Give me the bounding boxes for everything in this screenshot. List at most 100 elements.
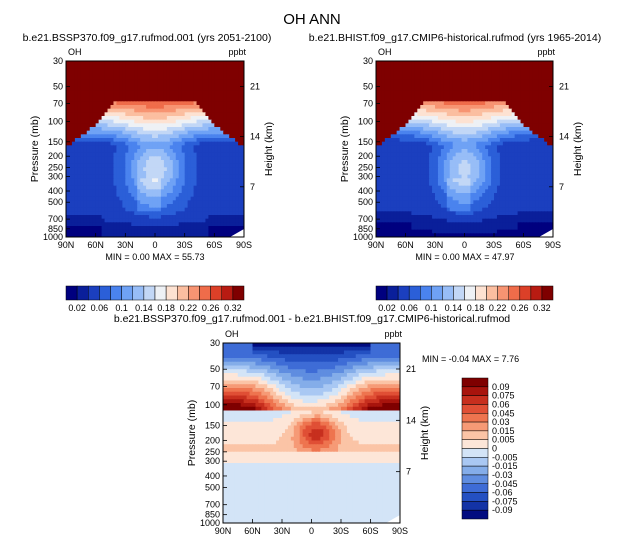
contour-cell bbox=[137, 112, 141, 117]
contour-cell bbox=[408, 68, 412, 73]
contour-cell bbox=[175, 119, 180, 124]
contour-cell bbox=[502, 182, 507, 187]
contour-cell bbox=[83, 79, 88, 84]
contour-cell bbox=[446, 90, 451, 95]
contour-cell bbox=[211, 127, 215, 132]
contour-cell bbox=[143, 193, 147, 198]
contour-cell bbox=[241, 112, 244, 117]
contour-cell bbox=[157, 127, 162, 132]
contour-cell bbox=[435, 138, 439, 143]
contour-cell bbox=[149, 86, 153, 91]
contour-cell bbox=[443, 116, 448, 121]
contour-cell bbox=[134, 222, 138, 227]
contour-cell bbox=[214, 83, 218, 88]
contour-cell bbox=[137, 222, 141, 227]
contour-cell bbox=[80, 211, 85, 216]
contour-cell bbox=[178, 171, 183, 176]
contour-cell bbox=[420, 101, 424, 106]
contour-cell bbox=[110, 229, 115, 234]
contour-cell bbox=[485, 127, 489, 132]
contour-cell bbox=[452, 97, 457, 102]
contour-cell bbox=[113, 112, 118, 117]
contour-cell bbox=[402, 182, 407, 187]
contour-cell bbox=[184, 75, 189, 80]
contour-cell bbox=[134, 61, 138, 66]
contour-cell bbox=[119, 211, 123, 216]
contour-cell bbox=[98, 193, 103, 198]
contour-cell bbox=[446, 68, 451, 73]
contour-cell bbox=[208, 68, 212, 73]
contour-cell bbox=[208, 163, 212, 168]
contour-cell bbox=[550, 167, 553, 172]
contour-cell bbox=[80, 182, 85, 187]
contour-cell bbox=[202, 171, 207, 176]
contour-cell bbox=[181, 222, 186, 227]
contour-cell bbox=[152, 160, 156, 165]
contour-cell bbox=[169, 152, 174, 157]
contour-cell bbox=[464, 83, 469, 88]
contour-cell bbox=[461, 138, 466, 143]
contour-cell bbox=[544, 123, 548, 128]
contour-cell bbox=[241, 79, 244, 84]
contour-cell bbox=[68, 134, 73, 139]
contour-cell bbox=[238, 215, 242, 220]
contour-cell bbox=[405, 178, 410, 183]
contour-cell bbox=[146, 193, 150, 198]
contour-cell bbox=[544, 141, 548, 146]
contour-cell bbox=[152, 105, 156, 110]
contour-cell bbox=[193, 112, 198, 117]
contour-cell bbox=[432, 61, 436, 66]
contour-cell bbox=[217, 182, 221, 187]
contour-cell bbox=[511, 97, 516, 102]
contour-cell bbox=[223, 68, 227, 73]
contour-cell bbox=[452, 90, 457, 95]
contour-cell bbox=[163, 83, 168, 88]
contour-cell bbox=[202, 61, 207, 66]
contour-cell bbox=[229, 211, 233, 216]
contour-cell bbox=[461, 174, 466, 179]
contour-cell bbox=[169, 174, 174, 179]
contour-cell bbox=[107, 116, 112, 121]
contour-cell bbox=[68, 185, 73, 190]
contour-cell bbox=[122, 207, 126, 212]
contour-field bbox=[66, 61, 244, 237]
contour-cell bbox=[532, 171, 536, 176]
contour-cell bbox=[89, 167, 94, 172]
contour-cell bbox=[408, 127, 412, 132]
contour-cell bbox=[166, 182, 171, 187]
contour-cell bbox=[547, 167, 551, 172]
contour-cell bbox=[411, 167, 415, 172]
contour-cell bbox=[190, 86, 195, 91]
contour-cell bbox=[125, 138, 129, 143]
contour-cell bbox=[181, 218, 186, 223]
contour-cell bbox=[435, 178, 439, 183]
contour-cell bbox=[149, 94, 153, 99]
contour-cell bbox=[517, 160, 522, 165]
contour-cell bbox=[95, 167, 100, 172]
contour-cell bbox=[440, 123, 445, 128]
contour-cell bbox=[128, 127, 132, 132]
contour-cell bbox=[226, 171, 230, 176]
contour-cell bbox=[473, 141, 477, 146]
contour-cell bbox=[420, 112, 424, 117]
contour-cell bbox=[390, 105, 395, 110]
contour-cell bbox=[155, 204, 159, 209]
contour-cell bbox=[378, 97, 383, 102]
contour-cell bbox=[387, 167, 392, 172]
contour-cell bbox=[443, 112, 448, 117]
contour-cell bbox=[193, 174, 198, 179]
contour-cell bbox=[523, 68, 528, 73]
contour-cell bbox=[95, 79, 100, 84]
contour-cell bbox=[384, 160, 389, 165]
contour-cell bbox=[488, 64, 492, 69]
contour-cell bbox=[83, 167, 88, 172]
contour-cell bbox=[494, 178, 498, 183]
contour-cell bbox=[532, 68, 536, 73]
contour-cell bbox=[104, 204, 109, 209]
contour-cell bbox=[128, 86, 132, 91]
contour-cell bbox=[420, 174, 424, 179]
contour-cell bbox=[547, 68, 551, 73]
contour-cell bbox=[217, 178, 221, 183]
contour-cell bbox=[116, 174, 120, 179]
contour-cell bbox=[476, 105, 480, 110]
